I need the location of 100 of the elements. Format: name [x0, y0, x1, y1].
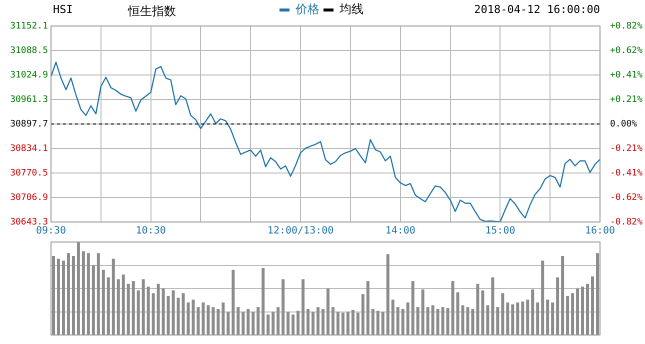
y2-tick-label: -0.62% — [610, 192, 644, 203]
bar — [451, 281, 454, 334]
bar — [156, 284, 160, 334]
x-tick-label: 10:30 — [136, 226, 166, 237]
x-tick-label: 09:30 — [36, 226, 66, 237]
bar — [136, 290, 140, 334]
bar — [266, 314, 270, 334]
y2-tick-label: +0.62% — [610, 46, 644, 56]
bar — [112, 258, 115, 334]
y-tick-label: 31088.5 — [10, 46, 48, 56]
bar — [491, 277, 494, 334]
text: 2018-04-12 16:00:00 — [474, 3, 600, 16]
bar — [346, 312, 350, 334]
bar — [146, 286, 150, 334]
bar — [371, 308, 374, 334]
bar — [166, 296, 170, 334]
bar — [66, 253, 70, 334]
bar — [316, 307, 320, 334]
bar — [381, 312, 384, 334]
bar — [206, 305, 210, 334]
bar — [116, 279, 120, 334]
bar — [326, 288, 330, 334]
bar — [242, 312, 245, 334]
bar — [361, 294, 364, 334]
chart-title: HSI — [53, 3, 73, 16]
y-tick-label: 30643.3 — [10, 217, 48, 228]
x-tick-label: 16:00 — [584, 226, 616, 237]
bar — [356, 312, 360, 334]
bar — [476, 284, 480, 334]
bar — [336, 312, 340, 334]
bar — [341, 312, 344, 334]
bar — [96, 253, 100, 334]
bar — [82, 251, 85, 334]
bar — [526, 300, 530, 334]
bar — [176, 298, 180, 334]
bar — [142, 279, 145, 334]
bar — [366, 281, 370, 334]
legend-label: 价格 — [294, 2, 320, 16]
y-tick-label: 30834.1 — [10, 144, 48, 154]
bar — [292, 314, 295, 334]
bar — [216, 308, 220, 334]
bar — [246, 308, 250, 334]
bar — [76, 242, 80, 334]
bar — [456, 292, 460, 334]
bar — [256, 307, 260, 334]
y2-tick-label: -0.21% — [610, 144, 644, 154]
bar — [212, 307, 215, 334]
bar — [421, 289, 424, 334]
bar — [62, 260, 65, 334]
bar — [481, 290, 484, 334]
bar — [272, 312, 275, 334]
bar — [401, 308, 404, 334]
y2-tick-label: +0.21% — [610, 94, 644, 105]
bar — [182, 293, 185, 334]
bar — [496, 307, 500, 334]
bar — [571, 293, 574, 334]
y2-tick-label: +0.41% — [610, 70, 644, 80]
bar — [322, 308, 324, 334]
bar — [511, 304, 514, 334]
bar — [551, 302, 554, 334]
bar — [501, 293, 504, 334]
bar — [232, 270, 235, 334]
bar — [531, 289, 534, 334]
bar — [586, 284, 590, 334]
bar — [102, 270, 105, 334]
bar — [202, 302, 205, 334]
legend-label: 均线 — [338, 2, 364, 16]
bar — [296, 310, 300, 334]
y2-tick-label: -0.82% — [610, 217, 644, 228]
bar — [282, 279, 285, 334]
bar — [516, 302, 520, 334]
bar — [466, 307, 470, 334]
bar — [312, 312, 315, 334]
bar — [172, 290, 175, 334]
bar — [92, 265, 95, 334]
y-tick-label: 30897.7 — [10, 119, 48, 130]
bar — [252, 312, 255, 334]
y-tick-label: 31024.9 — [10, 70, 48, 80]
bar — [391, 300, 394, 334]
bar — [86, 253, 90, 334]
bar — [446, 308, 450, 334]
bar — [581, 286, 584, 334]
bar — [576, 288, 580, 334]
bar — [561, 256, 564, 334]
bar — [56, 258, 60, 334]
bar — [236, 307, 240, 334]
bar — [431, 305, 434, 334]
bar — [286, 312, 290, 334]
bar — [52, 256, 55, 334]
bar — [351, 310, 354, 334]
bar — [106, 277, 110, 334]
x-tick-label: 15:00 — [485, 226, 516, 237]
y-tick-label: 30706.9 — [10, 192, 48, 203]
bar — [262, 268, 265, 334]
bar — [306, 308, 310, 334]
bar — [152, 293, 155, 334]
bar — [386, 254, 390, 334]
y2-tick-label: 0.00% — [610, 119, 638, 130]
x-tick-label: 12:00/13:00 — [267, 226, 334, 237]
bar — [596, 253, 599, 334]
